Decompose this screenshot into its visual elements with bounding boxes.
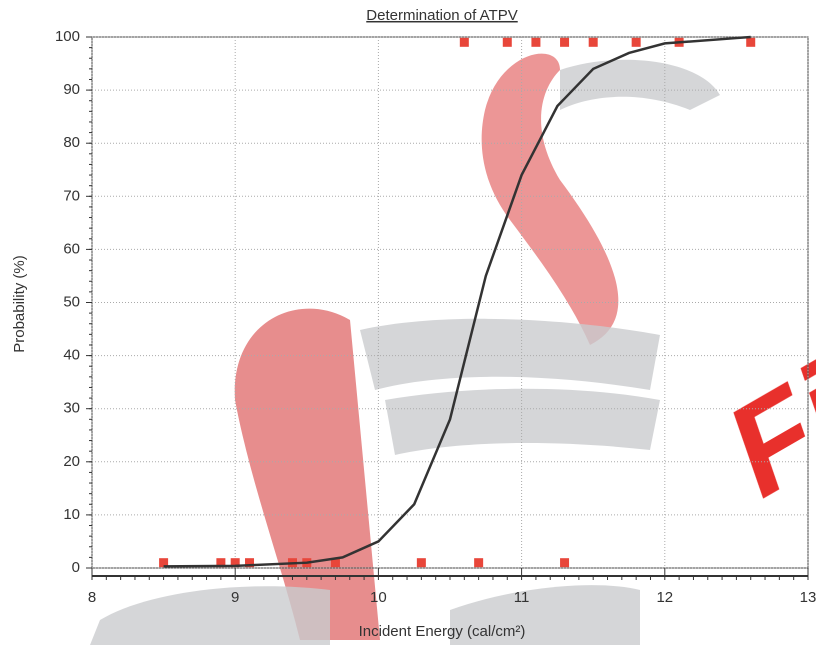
y-tick-label: 70 — [63, 187, 80, 204]
y-tick-label: 100 — [55, 28, 80, 45]
watermark-shape — [385, 389, 660, 455]
y-tick-label: 90 — [63, 81, 80, 98]
x-tick-label: 10 — [370, 589, 387, 606]
y-tick-label: 50 — [63, 293, 80, 310]
watermark-shape — [360, 319, 660, 390]
data-point — [531, 38, 540, 47]
watermark-text: Fi — [702, 338, 816, 524]
y-tick-label: 40 — [63, 347, 80, 364]
data-point — [474, 558, 483, 567]
chart: Fi Determination of ATPV Incident Energy… — [0, 0, 816, 645]
x-tick-label: 8 — [88, 589, 96, 606]
watermark-shape — [90, 586, 330, 645]
watermark — [90, 54, 720, 645]
y-tick-label: 30 — [63, 400, 80, 417]
data-point — [560, 558, 569, 567]
data-point — [632, 38, 641, 47]
data-point — [589, 38, 598, 47]
fit-curve — [164, 37, 751, 566]
watermark-shape — [560, 60, 720, 110]
data-point — [503, 38, 512, 47]
y-tick-label: 0 — [72, 559, 80, 576]
x-axis-label: Incident Energy (cal/cm²) — [359, 623, 526, 640]
x-tick-label: 13 — [800, 589, 816, 606]
x-tick-label: 11 — [514, 589, 530, 606]
y-tick-label: 10 — [63, 506, 80, 523]
data-point — [460, 38, 469, 47]
x-tick-label: 9 — [231, 589, 239, 606]
y-tick-label: 60 — [63, 240, 80, 257]
y-axis-label: Probability (%) — [11, 255, 28, 353]
data-point — [560, 38, 569, 47]
data-point — [417, 558, 426, 567]
y-tick-label: 20 — [63, 453, 80, 470]
chart-title: Determination of ATPV — [366, 7, 517, 24]
x-tick-label: 12 — [656, 589, 673, 606]
y-tick-label: 80 — [63, 134, 80, 151]
data-point — [746, 38, 755, 47]
